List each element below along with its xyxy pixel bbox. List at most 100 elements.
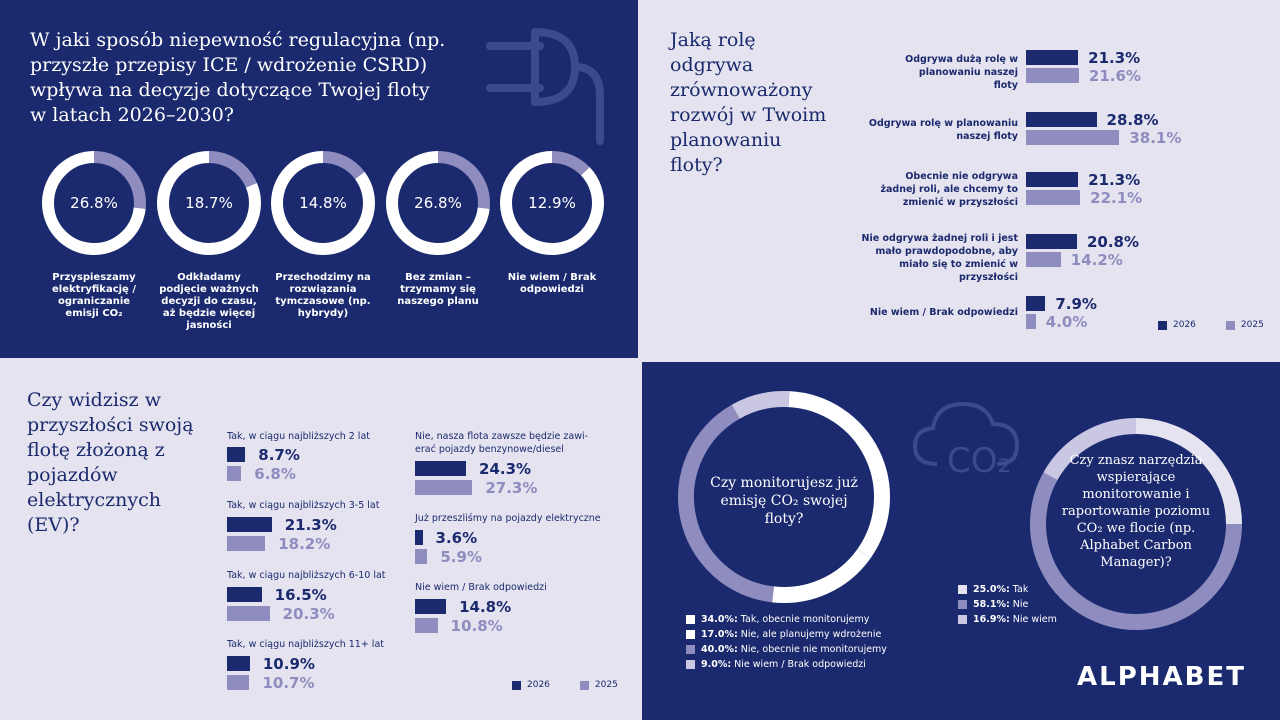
donut-item: 26.8% Przyspieszamy elektryfikację / ogra… — [41, 150, 147, 320]
legend-swatch — [958, 615, 967, 624]
legend-swatch — [686, 660, 695, 669]
donut-category-label: Przechodzimy na rozwiązania tymczasowe (… — [275, 272, 371, 319]
legend-swatch — [686, 630, 695, 639]
donut-slice-rest — [386, 151, 490, 255]
bar-2025 — [227, 466, 242, 481]
bar-2025 — [227, 536, 266, 551]
category-label: Nie odgrywa żadnej roli i jest mało praw… — [861, 233, 1018, 283]
donut-slice — [678, 404, 774, 603]
bar-2025 — [1026, 68, 1079, 83]
bar-2026 — [1026, 50, 1079, 65]
legend-value: 58.1%: — [973, 599, 1010, 610]
bar-value-label: 20.8% — [1086, 233, 1139, 251]
co2-monitoring-legend: 34.0%: Tak, obecnie monitorujemy 17.0%: N… — [686, 612, 887, 672]
bar-2025 — [1026, 252, 1061, 267]
donut-item: 14.8% Przechodzimy na rozwiązania tymczas… — [270, 150, 376, 320]
bar-2025 — [227, 606, 270, 621]
co2-tools-legend: 25.0%: Tak 58.1%: Nie 16.9%: Nie wiem — [958, 582, 1057, 627]
bar-2025 — [415, 549, 428, 564]
legend-row: 16.9%: Nie wiem — [958, 612, 1057, 627]
bar-2025 — [1026, 314, 1036, 329]
bar-value-label: 18.2% — [278, 535, 331, 553]
legend-2025-swatch — [579, 680, 589, 690]
co2-tools-donut — [1030, 418, 1242, 630]
donut-category-label: Odkładamy podjęcie ważnych decyzji do cz… — [159, 272, 259, 331]
bar-value-label: 28.8% — [1106, 111, 1159, 129]
donut-category-label: Przyspieszamy elektryfikację / ogranicza… — [52, 272, 136, 319]
panel-co2-monitoring: CO₂ Czy monitorujesz już emisję CO₂ swoj… — [642, 362, 1280, 720]
legend-row: 17.0%: Nie, ale planujemy wdrożenie — [686, 627, 887, 642]
bar-value-label: 14.8% — [459, 598, 512, 616]
alphabet-logo: ALPHABET — [1077, 662, 1246, 692]
category-label: Nie, nasza flota zawsze będzie zawi- era… — [415, 431, 589, 455]
donut-value-label: 26.8% — [70, 194, 118, 212]
bar-value-label: 21.3% — [284, 516, 337, 534]
bar-value-label: 22.1% — [1090, 189, 1143, 207]
bar-value-label: 7.9% — [1055, 295, 1097, 313]
legend-text: 16.9%: Nie wiem — [973, 614, 1057, 625]
bar-2026 — [1026, 296, 1046, 311]
legend-2026-swatch — [512, 680, 521, 690]
donut-slice-rest — [500, 151, 604, 255]
bar-value-label: 6.8% — [254, 465, 296, 483]
legend-2026-label: 2026 — [1173, 320, 1196, 330]
category-label: Tak, w ciągu najbliższych 11+ lat — [227, 639, 384, 650]
bar-value-label: 10.8% — [450, 617, 503, 635]
category-label: Tak, w ciągu najbliższych 2 lat — [227, 431, 370, 442]
donut-chart: 12.9% — [500, 151, 604, 255]
donut-slice-value — [437, 151, 490, 209]
donut-slice-rest — [42, 151, 146, 255]
legend-row: 40.0%: Nie, obecnie nie monitorujemy — [686, 642, 887, 657]
legend-row: 34.0%: Tak, obecnie monitorujemy — [686, 612, 887, 627]
donut-slice — [1135, 418, 1242, 525]
bar-value-label: 21.3% — [1088, 49, 1141, 67]
question-monitoring: Czy monitorujesz już emisję CO₂ swojej f… — [710, 475, 858, 527]
legend-value: 34.0%: — [701, 614, 738, 625]
bar-value-label: 8.7% — [258, 446, 300, 464]
donut-value-label: 12.9% — [528, 194, 576, 212]
bar-value-label: 38.1% — [1129, 129, 1182, 147]
legend-2026-swatch — [1158, 320, 1167, 330]
panel-ev-future: Czy widzisz w przyszłości swoją flotę zł… — [0, 362, 638, 720]
bar-2025 — [415, 480, 473, 495]
category-label: Odgrywa rolę w planowaniu naszej floty — [868, 118, 1018, 142]
bar-2026 — [415, 461, 467, 476]
legend-text: 34.0%: Tak, obecnie monitorujemy — [701, 614, 870, 625]
donut-value-label: 18.7% — [185, 194, 233, 212]
legend-text: 17.0%: Nie, ale planujemy wdrożenie — [701, 629, 882, 640]
panel-sustainability-role: Jaką rolę odgrywa zrównoważony rozwój w … — [642, 0, 1280, 358]
bar-2026 — [227, 447, 246, 462]
category-label: Tak, w ciągu najbliższych 6-10 lat — [227, 570, 386, 581]
donut-slice — [1043, 418, 1137, 481]
donut-item: 26.8% Bez zmian – trzymamy się naszego pl… — [385, 150, 491, 308]
question-tools: Czy znasz narzędzia wspierające monitoro… — [1061, 453, 1211, 570]
donut-slice-value — [208, 151, 257, 188]
cloud-co2-text: CO₂ — [947, 441, 1011, 481]
bar-value-label: 10.7% — [262, 674, 315, 692]
category-label: Nie wiem / Brak odpowiedzi — [415, 582, 547, 593]
donut-slice — [1030, 472, 1242, 630]
bar-2026 — [1026, 112, 1097, 127]
donut-category-label: Bez zmian – trzymamy się naszego planu — [397, 272, 479, 307]
bar-2026 — [1026, 234, 1077, 249]
bar-2025 — [227, 675, 250, 690]
donut-category-label: Nie wiem / Brak odpowiedzi — [507, 272, 597, 295]
legend-value: 17.0%: — [701, 629, 738, 640]
bar-2026 — [1026, 172, 1079, 187]
legend-row: 58.1%: Nie — [958, 597, 1057, 612]
bar-2025 — [1026, 190, 1081, 205]
donut-slice-value — [93, 151, 146, 209]
co2-monitoring-donut — [678, 391, 890, 603]
bar-2026 — [227, 517, 272, 532]
legend-2025-label: 2025 — [594, 680, 618, 690]
legend-text: 40.0%: Nie, obecnie nie monitorujemy — [701, 644, 887, 655]
category-label: Tak, w ciągu najbliższych 3-5 lat — [227, 500, 380, 511]
donut-chart: 26.8% — [386, 151, 490, 255]
donut-value-label: 26.8% — [414, 194, 462, 212]
donut-slice-rest — [271, 151, 375, 255]
bar-value-label: 5.9% — [440, 548, 482, 566]
legend-swatch — [958, 585, 967, 594]
legend-2025-label: 2025 — [1240, 320, 1264, 330]
legend-swatch — [686, 615, 695, 624]
panel3-title: Czy widzisz w przyszłości swoją flotę zł… — [27, 389, 194, 536]
